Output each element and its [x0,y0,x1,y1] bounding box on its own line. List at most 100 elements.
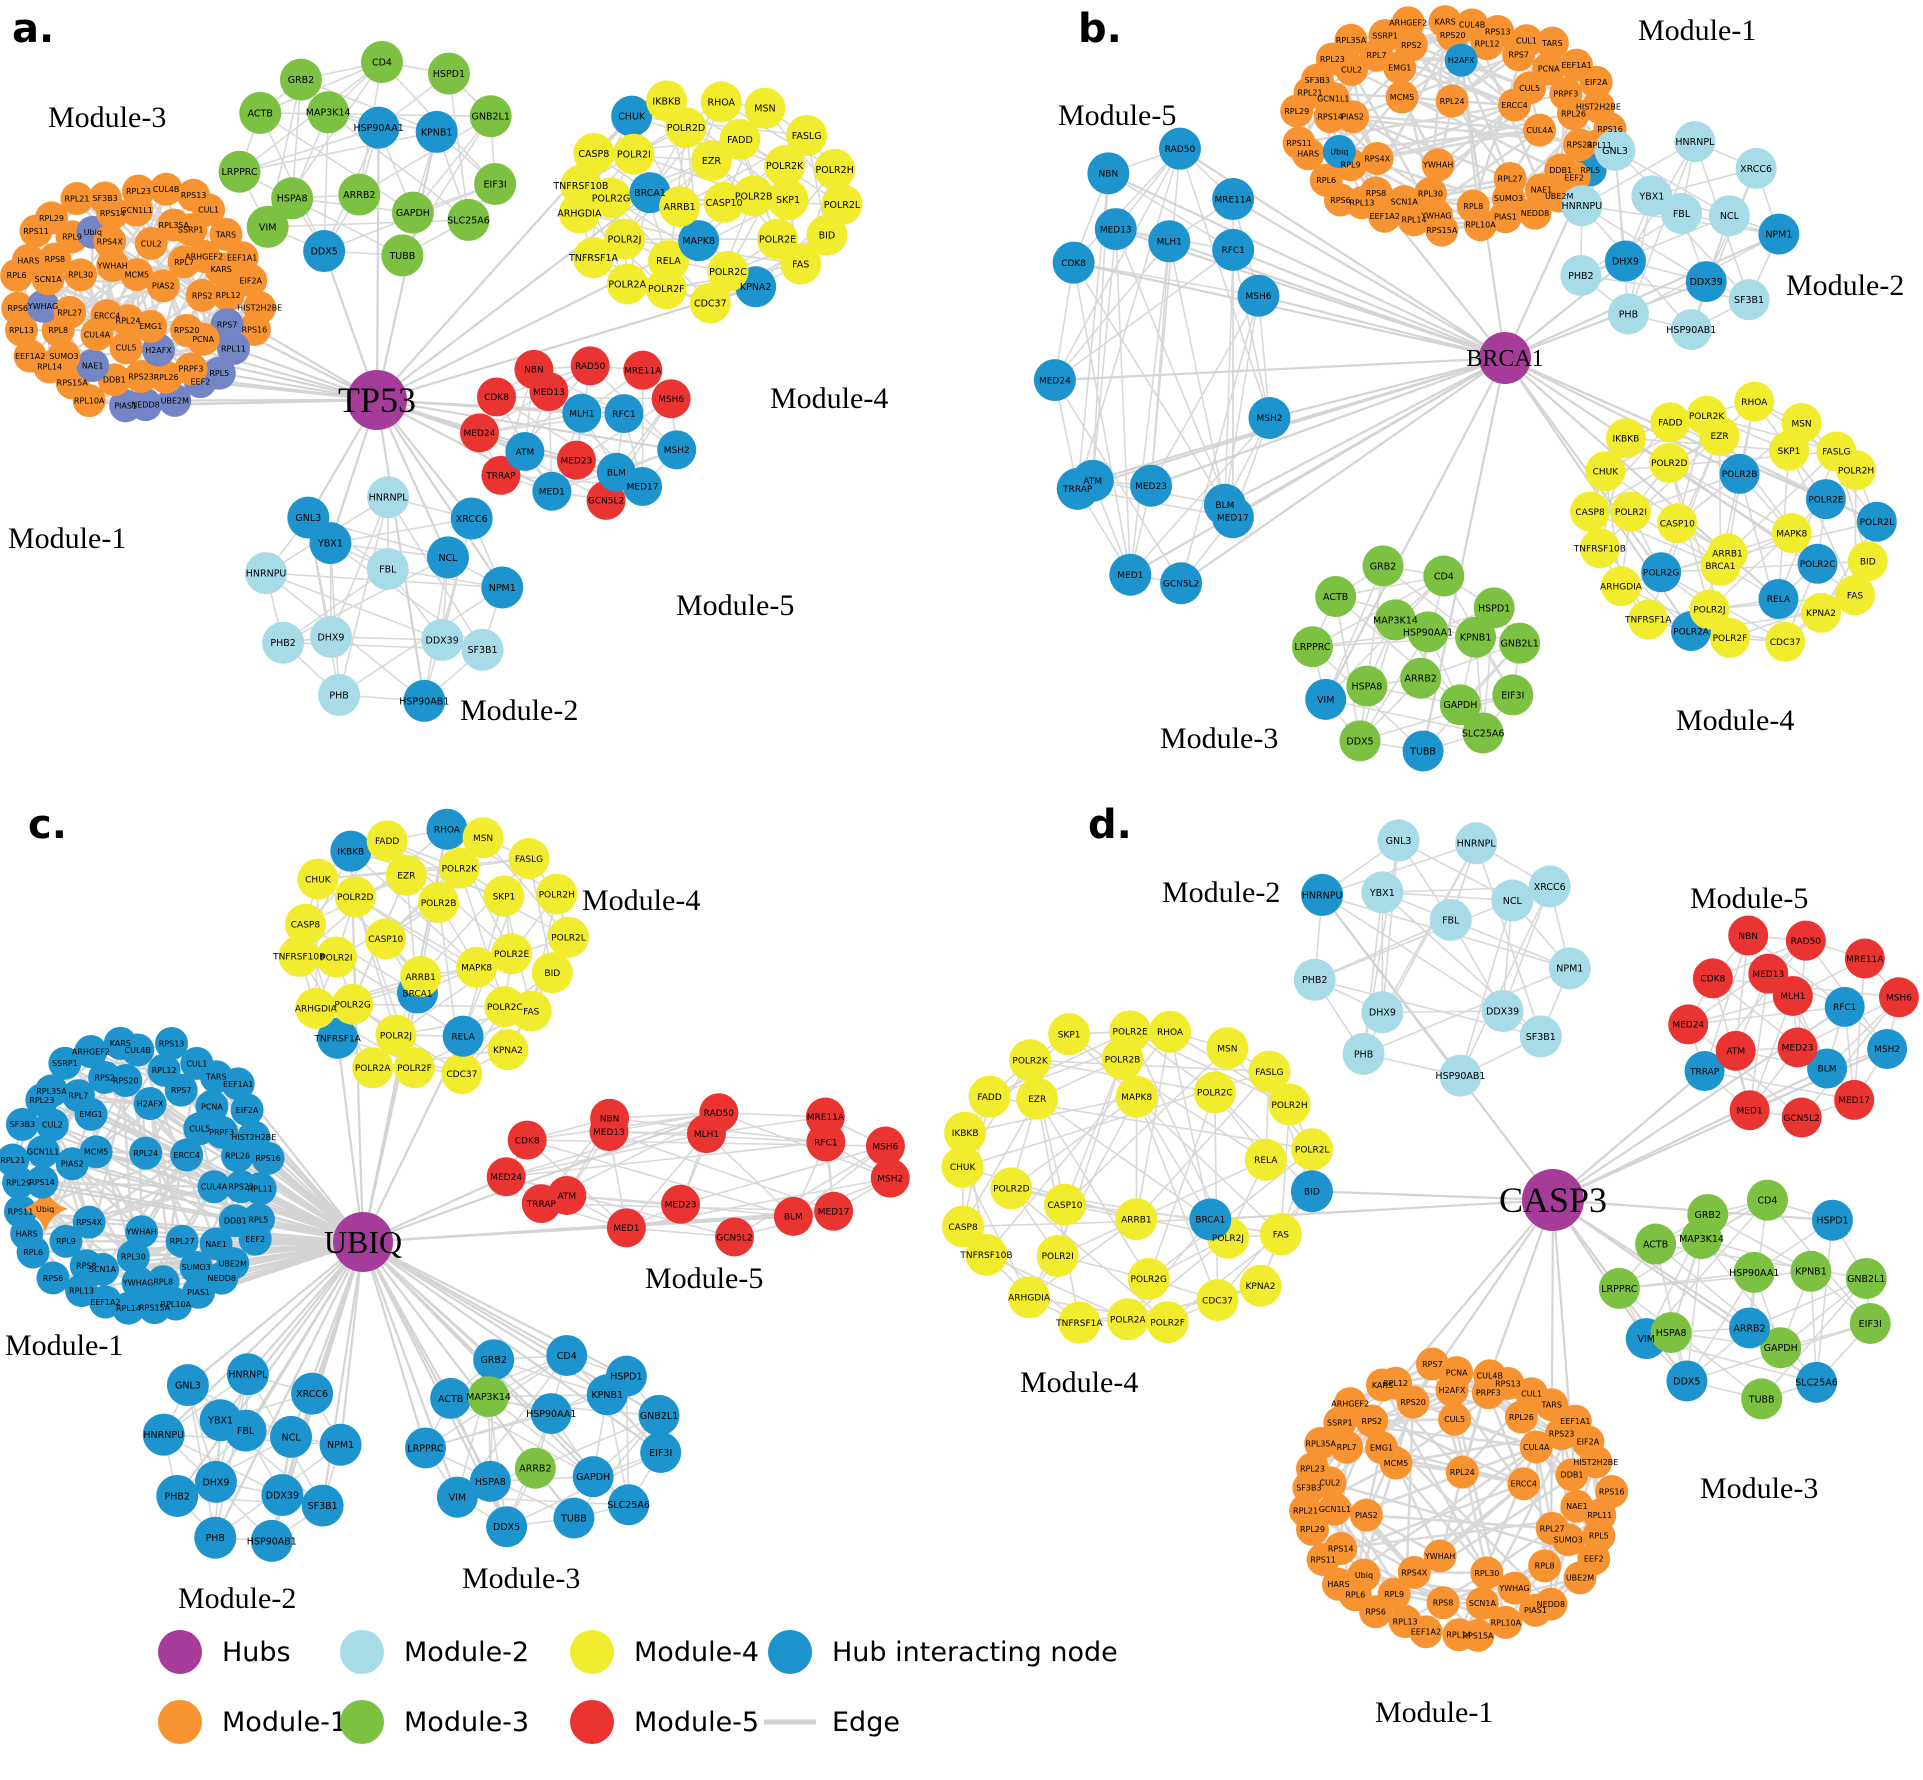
legend-label: Module-5 [634,1707,759,1738]
module-label: Module-1 [1638,14,1756,47]
node-MCM5 [1386,81,1419,114]
node-HNRNPU [245,552,287,594]
node-EIF3I [640,1432,681,1473]
node-POLR2H [1269,1084,1311,1126]
node-PHB [194,1517,236,1559]
node-RAD50 [1159,128,1201,170]
module-label: Module-3 [48,101,166,134]
node-TUBB [553,1498,594,1539]
node-SCN1A [1466,1587,1499,1620]
node-CUL4A [1520,1431,1553,1464]
edge [1854,959,1865,1100]
node-GAPDH [392,192,434,234]
node-HSPA8 [271,177,313,219]
node-KARS [104,1027,137,1060]
node-HSP90AA1 [531,1393,572,1434]
node-CDK8 [1693,958,1733,998]
node-EIF3I [474,163,516,205]
node-POLR2C [1798,544,1838,584]
node-NCL [270,1416,312,1458]
legend-label: Module-1 [222,1707,347,1738]
node-LRPPRC [219,151,261,193]
node-RPL14 [1442,1618,1475,1651]
node-RPL27 [166,1225,199,1258]
edge [1151,296,1258,486]
node-POLR2H [814,149,855,190]
node-SKP1 [1769,431,1809,471]
node-MED17 [1834,1080,1874,1120]
node-ACTB [1635,1224,1676,1265]
node-CASP8 [942,1206,984,1248]
node-H2AFX [134,1087,167,1120]
node-HNRNPL [1674,121,1715,162]
node-GNB2L1 [470,95,512,137]
hub-node-c [333,1212,393,1272]
node-RPL8 [1528,1549,1561,1582]
node-SLC25A6 [1796,1362,1837,1403]
node-POLR2E [1806,479,1846,519]
node-ARRB1 [400,956,441,997]
node-POLR2D [1649,443,1689,483]
edge [1817,1220,1833,1382]
node-MED13 [1095,208,1137,250]
module-nodes [0,41,862,722]
node-RHOA [701,81,742,122]
node-RELA [443,1016,484,1057]
node-ACTB [430,1378,471,1419]
node-YBX1 [309,522,351,564]
node-MED1 [1109,554,1151,596]
node-DDX5 [1666,1360,1707,1401]
hub-edge [1210,1200,1553,1219]
node-CUL2 [135,227,168,260]
node-LRPPRC [1599,1268,1640,1309]
node-NBN [1087,152,1129,194]
node-HNRNPU [143,1414,185,1456]
module-label: Module-2 [1786,269,1904,302]
node-RPL30 [64,258,97,291]
node-PIAS2 [1336,100,1369,133]
node-RHOA [1149,1011,1191,1053]
node-LRPPRC [1292,626,1333,667]
node-XRCC6 [1736,148,1777,189]
node-RPL24 [112,304,145,337]
hub-edge [377,128,379,400]
node-MED13 [589,1112,628,1151]
node-IKBKB [944,1112,986,1154]
edge [1170,1032,1210,1220]
node-CUL5 [1438,1403,1471,1436]
node-RPL24 [1436,85,1469,118]
node-SF3B1 [302,1485,344,1527]
node-NCL [1709,195,1750,236]
node-NAE1 [1525,173,1558,206]
node-CASP8 [573,133,614,174]
node-EMG1 [1383,51,1416,84]
legend-label: Hub interacting node [832,1637,1118,1668]
node-ATM [1072,460,1114,502]
node-MED1 [532,472,571,511]
node-MLH1 [562,394,601,433]
node-GNL3 [167,1364,209,1406]
node-PRPF3 [1472,1376,1505,1409]
node-FASLG [509,838,550,879]
panel-c: RHOAMSNFASLGPOLR2HPOLR2LBIDFASKPNA2CDC37… [0,802,910,1615]
node-HSPA8 [1651,1312,1692,1353]
node-KPNB1 [1455,617,1496,658]
node-MCM5 [80,1135,113,1168]
node-POLR2J [375,1015,416,1056]
panel-letter-a: a. [12,6,54,52]
node-TNFRSF10B [1580,528,1620,568]
node-POLR2J [1689,589,1729,629]
node-BID [1848,541,1888,581]
node-GRB2 [280,59,322,101]
module-label: Module-3 [1700,1472,1818,1505]
node-POLR2B [418,882,459,923]
node-ARRB2 [1729,1307,1770,1348]
node-CHUK [297,859,338,900]
node-RFC1 [1212,229,1254,271]
node-BID [532,952,573,993]
node-SLC25A6 [448,199,490,241]
node-FADD [969,1076,1011,1118]
node-H2AFX [1445,44,1478,77]
module-label: Module-1 [8,522,126,555]
